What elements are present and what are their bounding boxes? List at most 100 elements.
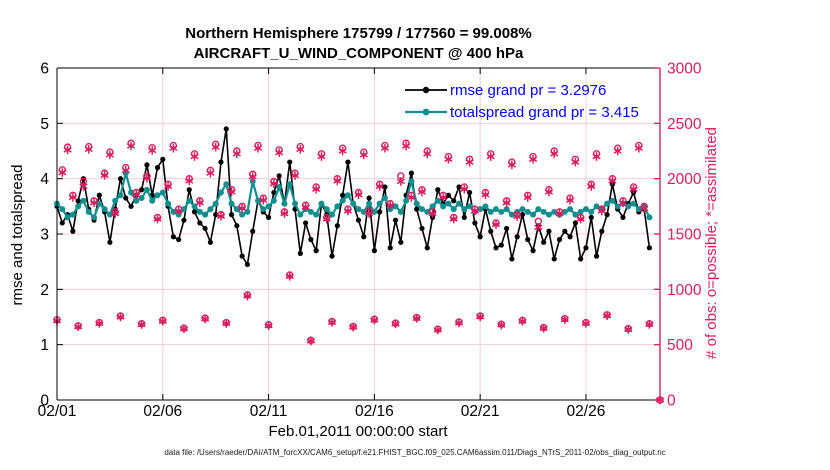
obs-assimilated-marker <box>68 194 77 201</box>
obs-assimilated-marker <box>333 178 342 184</box>
obs-assimilated-marker <box>402 143 411 149</box>
totalspread-marker <box>313 211 320 218</box>
obs-assimilated-marker <box>624 326 633 333</box>
obs-assimilated-marker <box>465 159 474 165</box>
rmse-marker <box>424 245 430 251</box>
y-tick-label-right: 3000 <box>667 61 702 78</box>
obs-assimilated-marker <box>126 143 136 149</box>
obs-assimilated-marker <box>174 208 183 214</box>
totalspread-marker <box>318 200 325 207</box>
obs-assimilated-marker <box>105 152 114 158</box>
rmse-marker <box>371 248 377 254</box>
totalspread-marker <box>609 197 616 204</box>
obs-assimilated-marker <box>74 323 83 330</box>
totalspread-marker <box>456 200 462 207</box>
obs-assimilated-marker <box>275 149 284 156</box>
obs-assimilated-marker <box>58 169 67 176</box>
totalspread-marker <box>159 189 166 196</box>
obs-assimilated-marker <box>629 186 638 192</box>
totalspread-marker <box>392 203 399 210</box>
obs-assimilated-marker <box>460 186 469 192</box>
x-tick-label: 02/11 <box>250 403 288 420</box>
obs-assimilated-marker <box>597 208 606 214</box>
rmse-marker <box>176 236 182 243</box>
obs-assimilated-marker <box>433 327 442 333</box>
rmse-marker <box>144 162 150 168</box>
obs-assimilated-marker <box>454 320 464 326</box>
obs-assimilated-marker <box>581 320 591 327</box>
obs-assimilated-marker <box>190 153 199 160</box>
rmse-marker <box>514 234 520 240</box>
rmse-marker <box>334 223 340 229</box>
obs-assimilated-marker <box>428 210 437 217</box>
rmse-marker <box>530 248 536 254</box>
rmse-marker <box>472 220 478 226</box>
x-tick-label: 02/01 <box>38 403 77 420</box>
totalspread-marker <box>202 211 209 218</box>
plot-title-line2: AIRCRAFT_U_WIND_COMPONENT @ 400 hPa <box>193 45 524 62</box>
totalspread-marker <box>112 197 119 204</box>
obs-assimilated-marker <box>592 153 601 160</box>
rmse-marker <box>191 209 198 215</box>
obs-assimilated-marker <box>486 153 495 160</box>
obs-assimilated-marker <box>343 208 353 214</box>
x-tick-label: 02/06 <box>143 403 182 420</box>
rmse-marker <box>387 245 393 251</box>
legend-entry-rmse: rmse grand pr = 3.2976 <box>450 82 607 99</box>
totalspread-marker <box>170 208 177 215</box>
totalspread-marker <box>106 211 113 218</box>
totalspread-marker <box>350 200 357 207</box>
obs-assimilated-marker <box>481 191 490 198</box>
obs-assimilated-marker <box>571 159 580 165</box>
rmse-marker <box>313 248 319 254</box>
obs-assimilated-marker <box>269 180 278 187</box>
totalspread-marker <box>482 203 489 210</box>
obs-assimilated-marker <box>153 216 162 222</box>
obs-assimilated-marker <box>444 156 453 163</box>
obs-assimilated-marker <box>158 318 167 325</box>
obs-assimilated-marker <box>407 194 416 201</box>
rmse-marker <box>117 176 124 182</box>
totalspread-marker <box>540 208 547 215</box>
plot-title-line1: Northern Hemisphere 175799 / 177560 = 99… <box>185 25 532 42</box>
rmse-marker <box>599 228 605 234</box>
totalspread-marker <box>180 206 187 213</box>
obs-assimilated-marker <box>111 210 120 217</box>
rmse-marker <box>308 236 314 243</box>
rmse-marker <box>202 225 208 232</box>
obs-assimilated-marker <box>640 205 649 212</box>
rmse-marker <box>562 228 568 234</box>
rmse-marker <box>593 253 600 259</box>
obs-assimilated-marker <box>100 172 109 179</box>
totalspread-marker <box>80 197 87 204</box>
totalspread-marker <box>477 206 484 213</box>
obs-assimilated-marker <box>439 194 448 201</box>
obs-assimilated-marker <box>89 199 99 206</box>
totalspread-marker <box>75 203 82 210</box>
rmse-marker <box>435 187 441 193</box>
rmse-marker <box>366 195 372 201</box>
legend-entry-totalspread: totalspread grand pr = 3.415 <box>450 104 639 121</box>
rmse-marker <box>181 217 187 223</box>
totalspread-marker <box>424 208 431 215</box>
totalspread-marker <box>577 208 584 215</box>
rmse-marker <box>445 192 452 198</box>
rmse-marker <box>96 192 102 198</box>
totalspread-marker <box>212 200 219 207</box>
x-tick-label: 02/21 <box>461 403 500 420</box>
rmse-marker <box>244 261 251 268</box>
y-tick-label-left: 1 <box>40 337 49 354</box>
rmse-marker <box>583 245 589 251</box>
totalspread-marker <box>371 208 378 215</box>
obs-assimilated-marker <box>634 145 643 152</box>
obs-assimilated-marker <box>534 224 543 231</box>
rmse-marker <box>170 234 176 240</box>
x-tick-label: 02/26 <box>567 403 606 420</box>
obs-assimilated-marker <box>338 148 347 154</box>
totalspread-marker <box>117 192 124 199</box>
rmse-marker <box>197 220 203 226</box>
obs-assimilated-marker <box>243 293 252 299</box>
totalspread-marker <box>91 214 98 221</box>
